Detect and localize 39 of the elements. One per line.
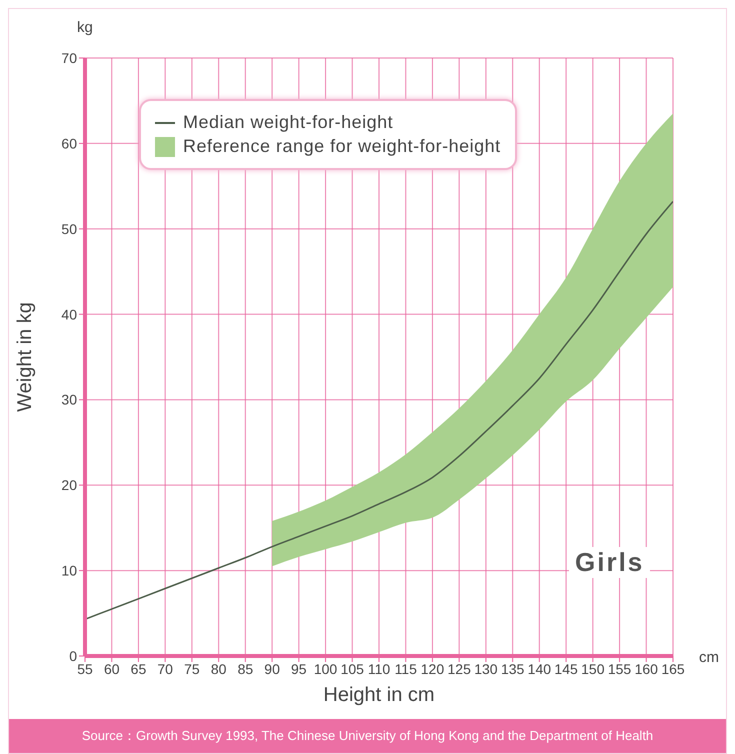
y-tick-label: 50	[61, 220, 78, 237]
x-tick-label: 75	[184, 660, 200, 677]
x-tick-label: 140	[528, 660, 552, 677]
legend-label: Reference range for weight-for-height	[183, 136, 501, 157]
x-tick-label: 95	[291, 660, 307, 677]
x-tick-label: 155	[608, 660, 632, 677]
y-tick-label: 70	[61, 50, 78, 66]
x-tick-label: 105	[340, 660, 364, 677]
y-tick-label: 0	[69, 648, 78, 664]
x-tick-label: 145	[554, 660, 578, 677]
y-tick-label: 40	[61, 306, 78, 322]
x-tick-label: 135	[500, 660, 525, 677]
x-tick-label: 130	[474, 660, 498, 677]
x-tick-label: 90	[264, 660, 280, 677]
x-tick-label: 110	[368, 660, 390, 677]
text: cm	[699, 649, 719, 666]
x-tick-label: 55	[77, 660, 93, 677]
y-axis-title: Weight in kg	[14, 302, 36, 412]
x-axis-title: Height in cm	[323, 684, 435, 706]
x-tick-label: 80	[210, 660, 227, 677]
x-tick-label: 150	[581, 660, 605, 677]
x-tick-label: 65	[130, 660, 146, 677]
source-note: Source：Growth Survey 1993, The Chinese University of Hong Kong and the Department of Health	[9, 719, 726, 753]
y-tick-label: 20	[61, 477, 78, 494]
x-tick-label: 115	[394, 660, 418, 677]
x-tick-label: 160	[634, 660, 658, 677]
x-tick-label: 70	[157, 660, 174, 677]
x-tick-label: 120	[420, 660, 444, 677]
x-tick-label: 60	[104, 660, 120, 677]
y-tick-label: 10	[61, 562, 78, 579]
x-tick-label: 125	[448, 660, 472, 677]
x-tick-label: 100	[314, 660, 338, 677]
annotation: Girls	[569, 547, 650, 578]
x-tick-label: 85	[238, 660, 254, 677]
y-tick-label: 60	[61, 135, 78, 152]
x-tick-label: 165	[661, 660, 685, 677]
text: kg	[77, 19, 93, 36]
y-tick-label: 30	[61, 392, 78, 408]
legend-label: Median weight-for-height	[183, 112, 394, 133]
